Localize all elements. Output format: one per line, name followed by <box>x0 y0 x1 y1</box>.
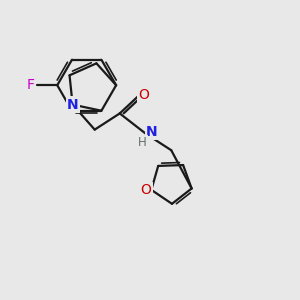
Text: N: N <box>67 98 78 112</box>
Text: F: F <box>26 78 34 92</box>
Text: N: N <box>146 125 157 139</box>
Text: O: O <box>138 88 149 102</box>
Text: O: O <box>141 183 152 197</box>
Text: H: H <box>138 136 147 149</box>
